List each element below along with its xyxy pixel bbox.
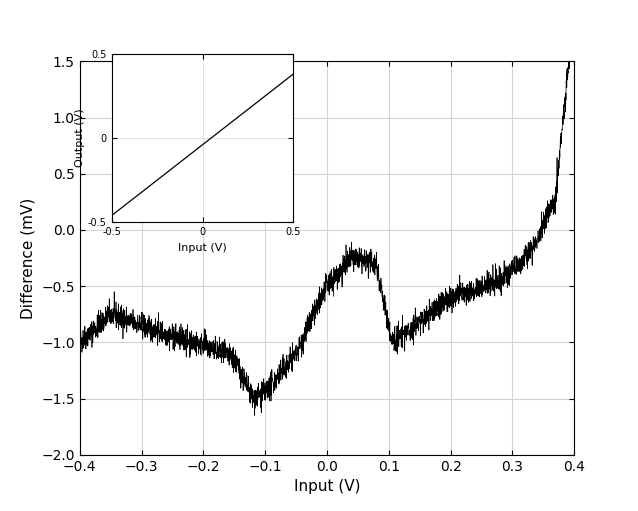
Y-axis label: Difference (mV): Difference (mV): [20, 197, 36, 319]
Y-axis label: Output (V): Output (V): [75, 109, 85, 167]
X-axis label: Input (V): Input (V): [178, 243, 227, 253]
X-axis label: Input (V): Input (V): [293, 479, 360, 494]
